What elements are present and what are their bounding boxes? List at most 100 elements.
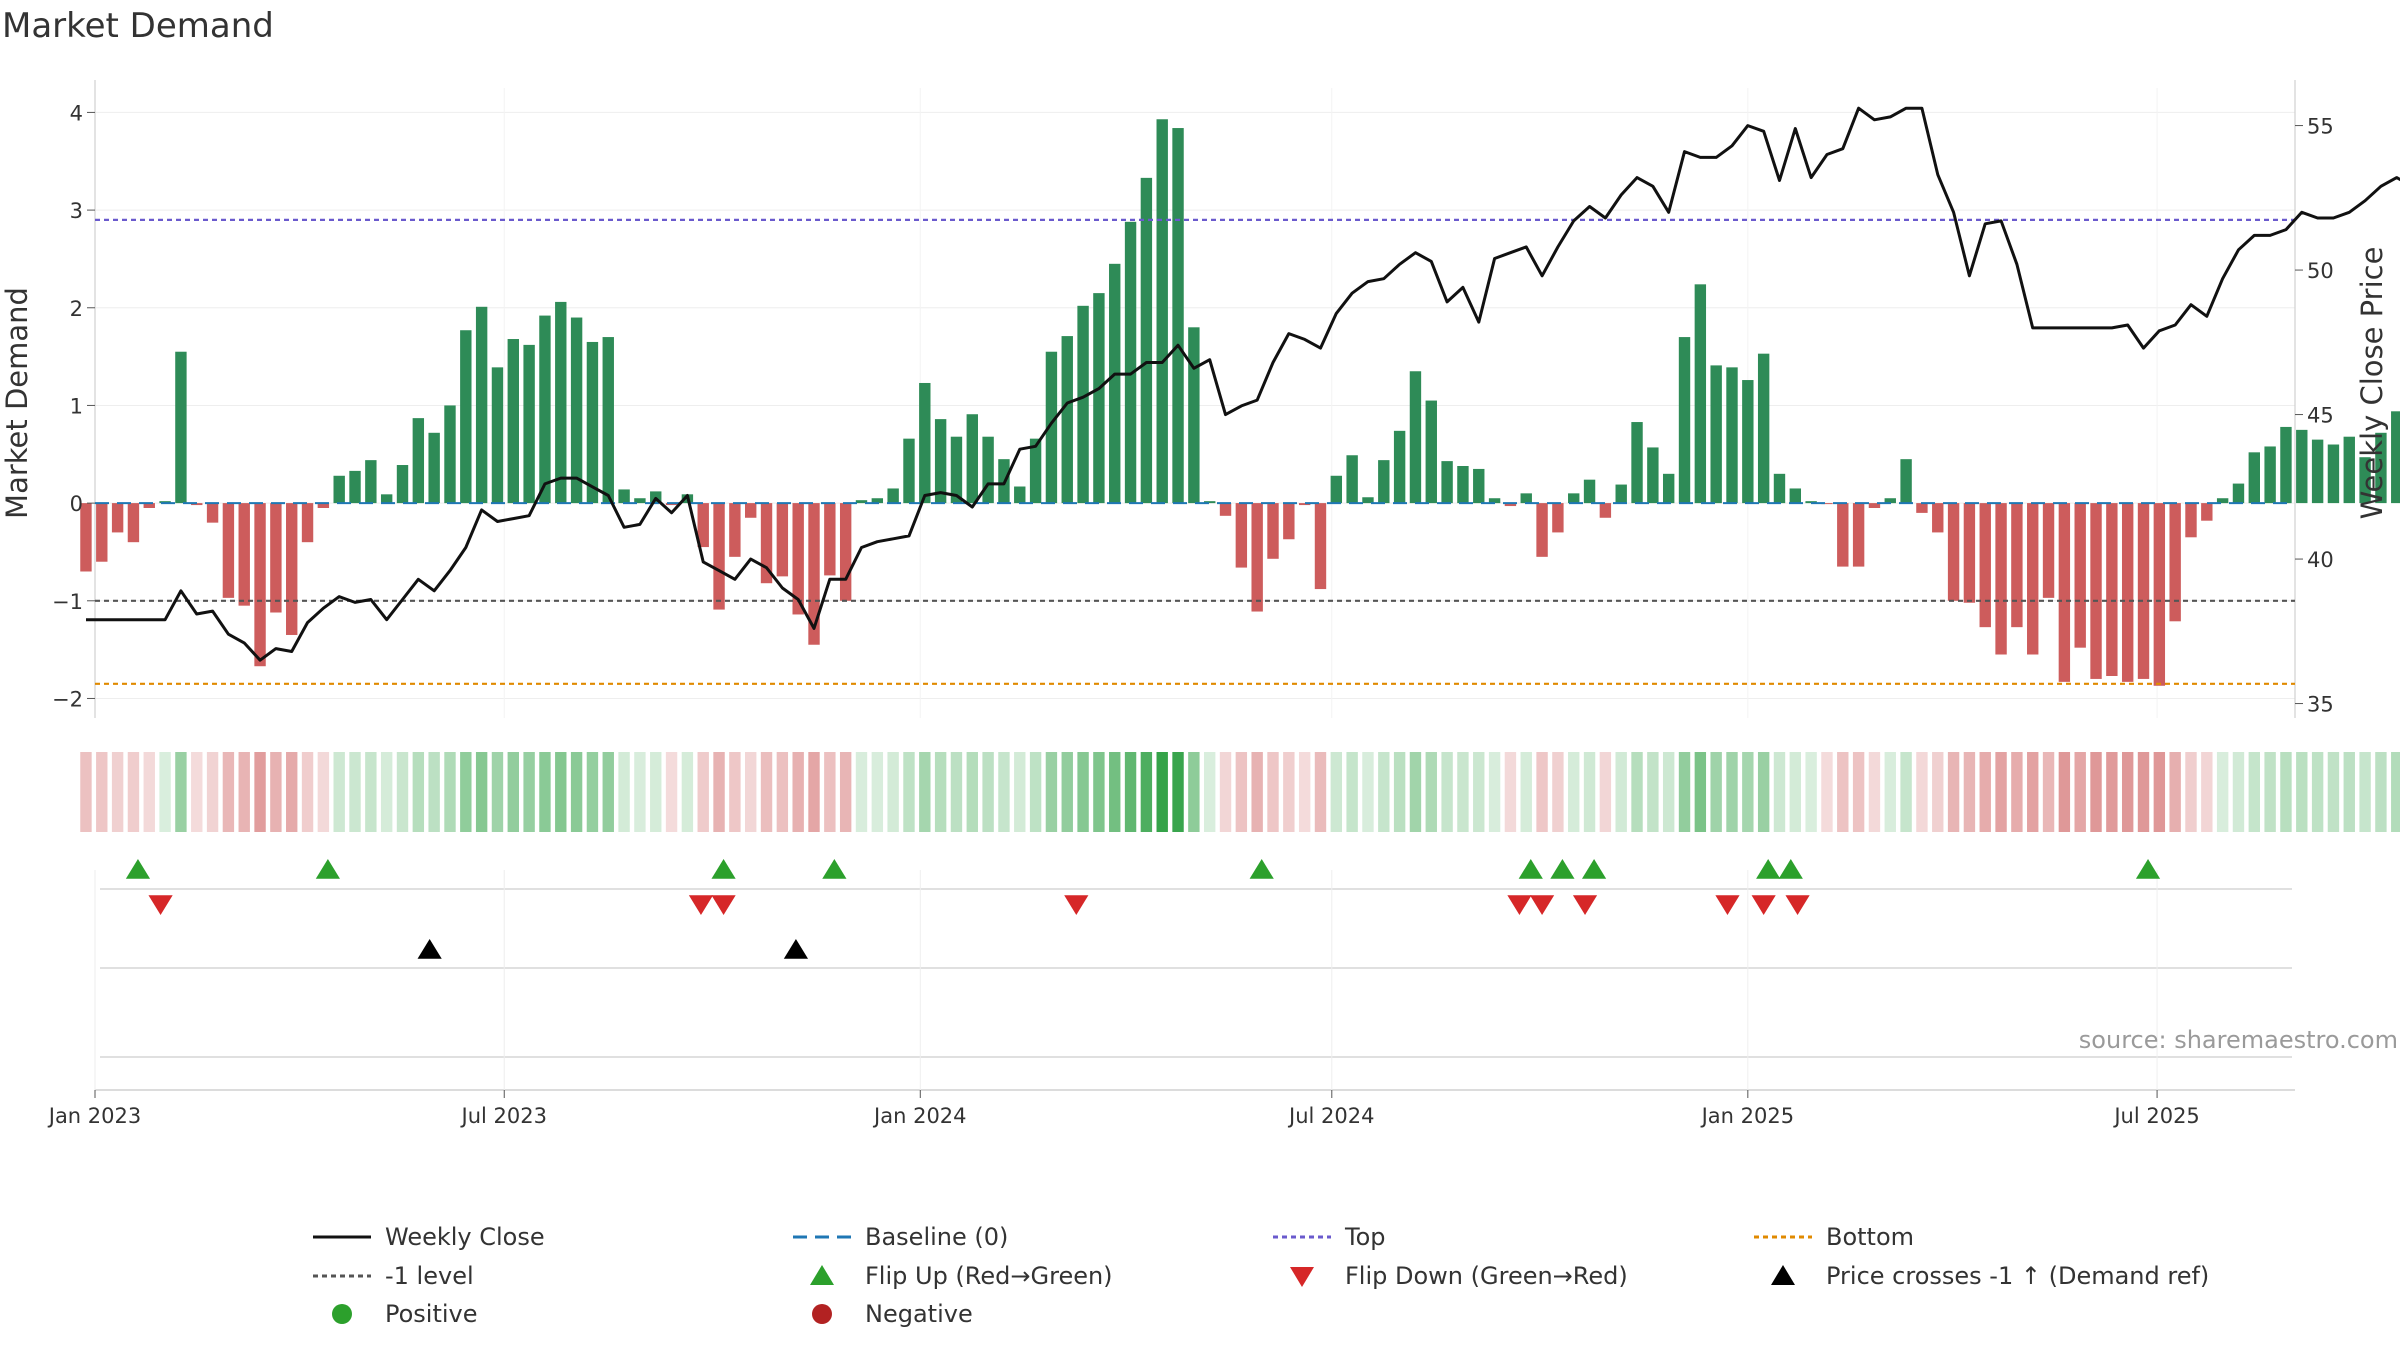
legend-item: Flip Down (Green→Red) bbox=[1290, 1262, 1628, 1290]
demand-bar bbox=[934, 419, 947, 504]
demand-bar bbox=[2042, 503, 2055, 598]
demand-bar bbox=[1742, 380, 1754, 504]
legend-label: Flip Up (Red→Green) bbox=[865, 1262, 1113, 1290]
demand-bar bbox=[1014, 486, 1026, 504]
heat-cell bbox=[1219, 752, 1232, 832]
demand-bar bbox=[96, 503, 108, 562]
demand-bar bbox=[365, 460, 377, 504]
legend-label: Baseline (0) bbox=[865, 1223, 1008, 1251]
heat-cell bbox=[523, 752, 535, 832]
heat-cell bbox=[1504, 752, 1517, 832]
heat-cell bbox=[2280, 752, 2292, 832]
heat-cell bbox=[1884, 752, 1896, 832]
heat-cell bbox=[1900, 752, 1912, 832]
flip-up-marker bbox=[2135, 859, 2161, 879]
demand-bar bbox=[412, 418, 425, 504]
demand-bar bbox=[2311, 439, 2324, 504]
heat-cell bbox=[1393, 752, 1406, 832]
demand-bar bbox=[1045, 351, 1058, 504]
demand-bar bbox=[887, 488, 899, 504]
demand-bar bbox=[982, 436, 994, 504]
legend-swatch bbox=[810, 1265, 834, 1285]
heat-cell bbox=[824, 752, 836, 832]
heat-cell bbox=[270, 752, 282, 832]
demand-bar bbox=[317, 503, 330, 508]
heat-cell bbox=[1441, 752, 1453, 832]
heat-cell bbox=[745, 752, 757, 832]
heat-cell bbox=[2264, 752, 2276, 832]
demand-bars bbox=[80, 119, 2400, 686]
heat-cell bbox=[1631, 752, 1643, 832]
flip-down-marker bbox=[1715, 895, 1740, 915]
heat-cell bbox=[349, 752, 361, 832]
demand-bar bbox=[1995, 503, 2007, 655]
heat-cell bbox=[1235, 752, 1248, 832]
demand-bar bbox=[2327, 444, 2340, 504]
heat-cell bbox=[586, 752, 599, 832]
demand-bar bbox=[2027, 503, 2039, 655]
heat-cell bbox=[1488, 752, 1501, 832]
heat-cell bbox=[555, 752, 567, 832]
heat-cell bbox=[1124, 752, 1137, 832]
legend-item: Negative bbox=[812, 1300, 973, 1328]
demand-bar bbox=[1029, 438, 1042, 504]
demand-bar bbox=[2375, 432, 2387, 504]
demand-bar bbox=[1457, 466, 1469, 504]
heat-cell bbox=[222, 752, 235, 832]
demand-bar bbox=[839, 503, 852, 601]
demand-bar bbox=[238, 503, 250, 606]
heat-cell bbox=[507, 752, 519, 832]
heat-cell bbox=[1093, 752, 1105, 832]
heat-cell bbox=[1140, 752, 1153, 832]
flip-down-marker bbox=[688, 895, 714, 915]
demand-bar bbox=[1362, 497, 1374, 504]
flip-up-marker bbox=[1778, 859, 1803, 879]
heat-cell bbox=[808, 752, 820, 832]
demand-bar bbox=[2296, 429, 2308, 504]
heat-cell bbox=[919, 752, 931, 832]
demand-bar bbox=[127, 503, 140, 543]
heat-cell bbox=[1061, 752, 1073, 832]
legend-label: -1 level bbox=[385, 1262, 474, 1290]
demand-bar bbox=[1488, 498, 1501, 504]
demand-bar bbox=[1916, 503, 1928, 513]
heat-cell bbox=[365, 752, 377, 832]
demand-bar bbox=[1947, 503, 1960, 601]
demand-bar bbox=[1757, 353, 1770, 504]
y-tick-label: 1 bbox=[70, 394, 83, 418]
demand-bar bbox=[2153, 503, 2166, 686]
demand-bar bbox=[1568, 493, 1580, 504]
demand-bar bbox=[2137, 503, 2150, 679]
demand-bar bbox=[713, 503, 725, 610]
heat-cell bbox=[1757, 752, 1770, 832]
heat-cell bbox=[2232, 752, 2245, 832]
heat-cell bbox=[127, 752, 140, 832]
demand-bar bbox=[396, 465, 409, 504]
legend-item: Price crosses -1 ↑ (Demand ref) bbox=[1771, 1262, 2209, 1290]
heat-cell bbox=[602, 752, 614, 832]
demand-bar bbox=[428, 432, 440, 504]
demand-bar bbox=[903, 438, 915, 504]
heat-cell bbox=[2011, 752, 2023, 832]
demand-bar bbox=[1393, 430, 1406, 504]
demand-bar bbox=[2343, 436, 2355, 504]
heat-cell bbox=[1409, 752, 1422, 832]
x-tick-label: Jul 2025 bbox=[2112, 1104, 2199, 1128]
heat-cell bbox=[934, 752, 947, 832]
demand-bar bbox=[555, 301, 567, 504]
heat-cell bbox=[2343, 752, 2355, 832]
heat-cell bbox=[254, 752, 266, 832]
heat-cell bbox=[412, 752, 425, 832]
demand-bar bbox=[475, 306, 488, 504]
demand-bar bbox=[2232, 483, 2245, 504]
heat-cell bbox=[2296, 752, 2308, 832]
legend-item: -1 level bbox=[313, 1262, 474, 1290]
demand-bar bbox=[1726, 367, 1738, 504]
demand-bar bbox=[111, 503, 124, 533]
demand-bar bbox=[1773, 473, 1786, 504]
demand-bar bbox=[1647, 447, 1659, 504]
demand-bar bbox=[1552, 503, 1564, 533]
demand-bar bbox=[1678, 337, 1691, 504]
demand-bar bbox=[1283, 503, 1295, 540]
flip-up-marker bbox=[822, 859, 847, 879]
